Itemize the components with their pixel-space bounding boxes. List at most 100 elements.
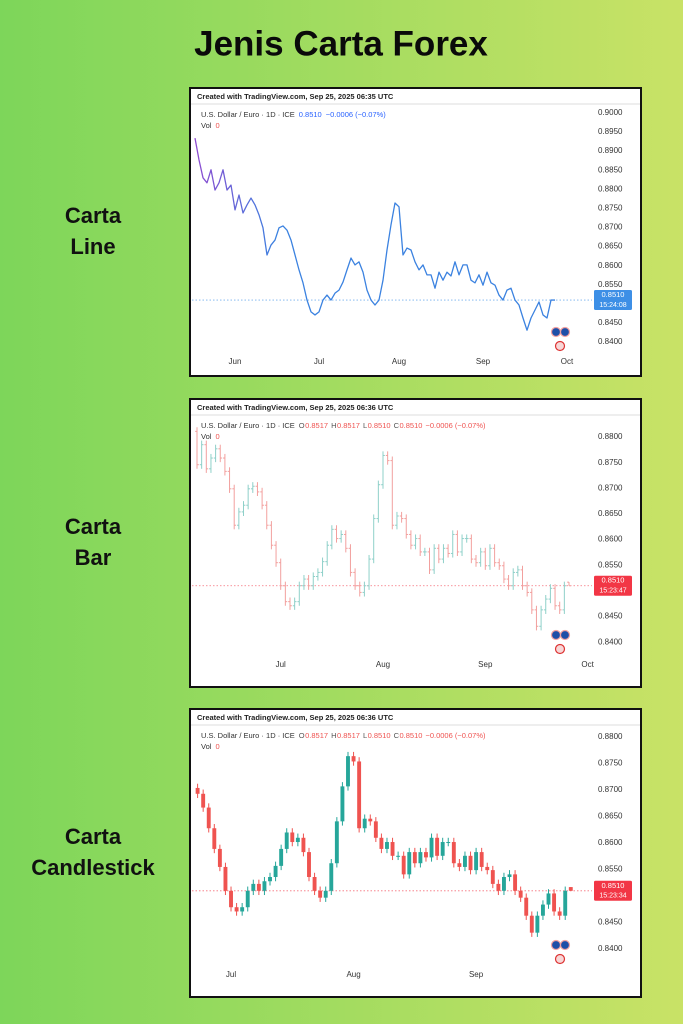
- candle-body: [368, 818, 373, 822]
- legend-text: −0.0006 (−0.07%): [425, 421, 486, 430]
- currency-icon: [554, 340, 566, 352]
- candle-body: [290, 832, 295, 843]
- candle-body: [390, 842, 395, 856]
- x-tick-label: Aug: [346, 970, 360, 979]
- candle-body: [407, 852, 412, 875]
- candle-body: [217, 848, 222, 867]
- y-tick-label: 0.8450: [598, 918, 623, 927]
- currency-icon: [550, 629, 562, 641]
- candle-body: [362, 818, 367, 829]
- last-price-tag: [594, 290, 632, 311]
- legend-text: L: [363, 731, 367, 740]
- candle-body: [323, 890, 328, 898]
- legend-text: 0.8517: [305, 731, 328, 740]
- candle-body: [502, 877, 506, 891]
- x-tick-label: Jun: [229, 357, 242, 366]
- candle-body: [518, 890, 523, 898]
- candle-body: [195, 787, 200, 794]
- candle-body: [418, 852, 423, 864]
- y-tick-label: 0.8750: [598, 203, 623, 212]
- volume-value: 0: [215, 432, 219, 441]
- last-price-label: 0.8510: [602, 576, 625, 585]
- candle-body: [240, 907, 245, 912]
- y-tick-label: 0.8650: [598, 509, 623, 518]
- y-tick-label: 0.8900: [598, 146, 623, 155]
- y-tick-label: 0.8850: [598, 165, 623, 174]
- x-tick-label: Sep: [478, 660, 493, 669]
- candle-body: [552, 893, 557, 912]
- y-tick-label: 0.8800: [598, 184, 623, 193]
- chart-label: Carta: [65, 203, 122, 228]
- candle-body: [223, 866, 228, 891]
- candle-body: [507, 874, 512, 878]
- legend-text: −0.0006 (−0.07%): [326, 110, 387, 119]
- candle-body: [540, 904, 545, 916]
- legend-text: C: [394, 421, 400, 430]
- candle-body: [212, 828, 217, 849]
- candle-body: [301, 837, 306, 853]
- legend-text: 0.8510: [368, 731, 391, 740]
- currency-icon: [554, 953, 566, 965]
- y-tick-label: 0.8400: [598, 637, 623, 646]
- y-tick-label: 0.8400: [598, 944, 623, 953]
- candle-body: [451, 842, 456, 864]
- currency-icon: [559, 326, 571, 338]
- last-price-label: 0.8510: [602, 290, 625, 299]
- y-tick-label: 0.8750: [598, 759, 623, 768]
- y-tick-label: 0.8550: [598, 280, 623, 289]
- candle-body: [234, 907, 239, 912]
- legend-text: 0.8510: [400, 421, 423, 430]
- chart-label: Candlestick: [31, 855, 155, 880]
- legend-text: 0.8510: [368, 421, 391, 430]
- legend-text: H: [331, 731, 336, 740]
- x-tick-label: Jul: [276, 660, 286, 669]
- legend-text: 0.8510: [400, 731, 423, 740]
- candle-body: [457, 863, 462, 867]
- y-tick-label: 0.8450: [598, 612, 623, 621]
- y-tick-label: 0.8650: [598, 812, 623, 821]
- chart-label: Carta: [65, 824, 122, 849]
- volume-label: Vol: [201, 742, 212, 751]
- y-tick-label: 0.9000: [598, 108, 623, 117]
- y-tick-label: 0.8700: [598, 483, 623, 492]
- volume-label: Vol: [201, 432, 212, 441]
- volume-label: Vol: [201, 121, 212, 130]
- legend-text: C: [394, 731, 400, 740]
- y-tick-label: 0.8550: [598, 865, 623, 874]
- candle-body: [273, 865, 278, 878]
- chart-label: Line: [70, 234, 115, 259]
- legend-text: 0.8517: [337, 421, 360, 430]
- chart-label: Bar: [75, 545, 112, 570]
- chart-source: Created with TradingView.com, Sep 25, 20…: [197, 92, 394, 101]
- chart-label: Carta: [65, 514, 122, 539]
- candle-body: [346, 756, 350, 787]
- y-tick-label: 0.8650: [598, 242, 623, 251]
- candle-body: [379, 837, 384, 849]
- legend-text: 0.8510: [299, 110, 322, 119]
- candle-body: [307, 852, 311, 878]
- legend-text: O: [299, 421, 305, 430]
- candle-body: [251, 883, 256, 891]
- candle-body: [340, 786, 345, 822]
- x-tick-label: Aug: [376, 660, 390, 669]
- candle-body: [268, 877, 272, 882]
- candle-body: [557, 911, 562, 916]
- currency-icon: [554, 643, 566, 655]
- legend-text: H: [331, 421, 336, 430]
- candle-body: [424, 852, 428, 858]
- y-tick-label: 0.8750: [598, 458, 623, 467]
- legend-text: U.S. Dollar / Euro · 1D · ICE: [201, 110, 295, 119]
- x-tick-label: Jul: [226, 970, 236, 979]
- candle-body: [385, 842, 389, 849]
- candle-body: [479, 852, 484, 867]
- candle-body: [496, 883, 501, 891]
- candle-body: [568, 887, 573, 891]
- currency-icon: [559, 939, 571, 951]
- price-line: [194, 137, 555, 331]
- candle-body: [463, 855, 467, 867]
- legend-text: O: [299, 731, 305, 740]
- candle-body: [201, 793, 206, 808]
- y-tick-label: 0.8600: [598, 535, 623, 544]
- candle-body: [412, 852, 417, 864]
